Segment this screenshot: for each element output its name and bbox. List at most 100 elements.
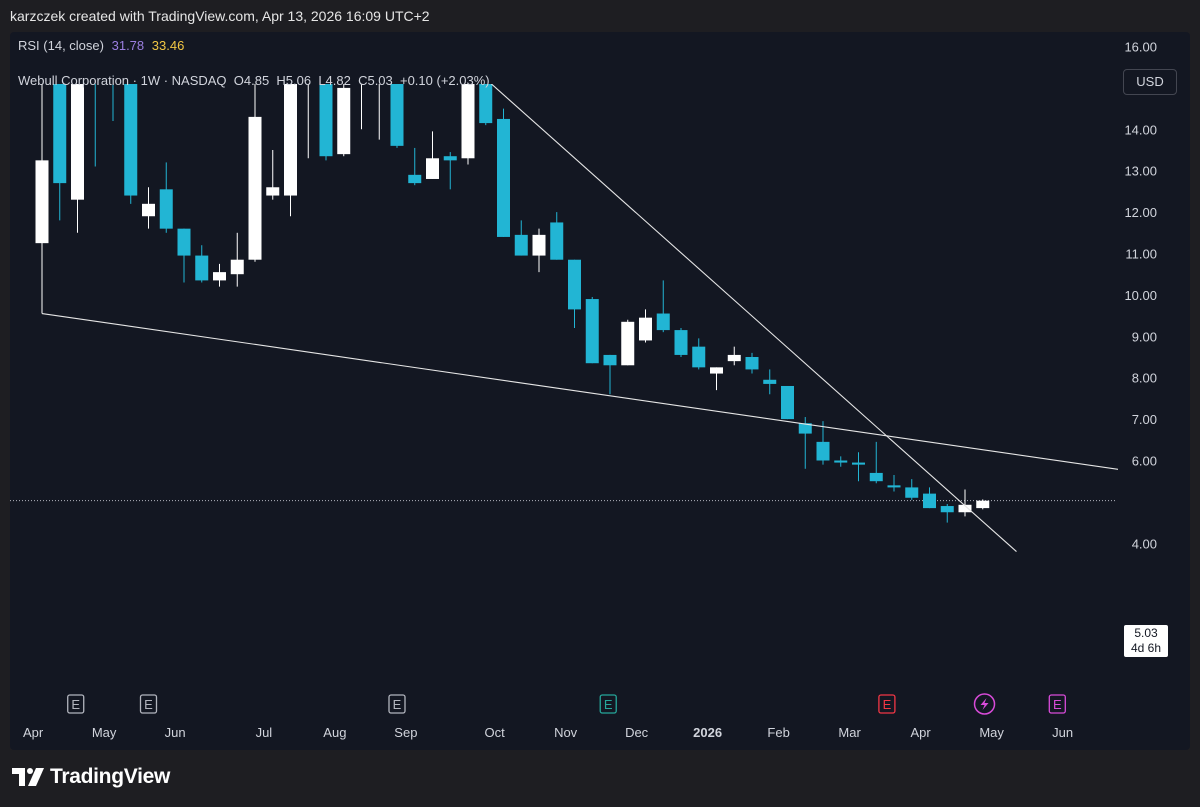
candle bbox=[887, 474, 901, 492]
candle bbox=[230, 232, 244, 287]
x-tick-label: Mar bbox=[838, 725, 861, 740]
x-tick-label: Apr bbox=[911, 725, 932, 740]
x-tick-label: May bbox=[92, 725, 117, 740]
candle-body bbox=[159, 189, 173, 229]
candle-body bbox=[319, 84, 333, 157]
x-tick-label: Jul bbox=[256, 725, 273, 740]
candle bbox=[195, 245, 209, 283]
candle bbox=[781, 385, 794, 420]
candle-body bbox=[532, 234, 546, 256]
candle-body bbox=[461, 84, 475, 159]
x-tick-label: 2026 bbox=[693, 725, 722, 740]
plot-area[interactable] bbox=[10, 32, 1128, 552]
tradingview-logo-icon bbox=[12, 768, 44, 786]
candle-body bbox=[656, 313, 670, 331]
candle bbox=[834, 456, 848, 467]
candle-body bbox=[248, 116, 262, 260]
candle bbox=[852, 452, 865, 482]
candle bbox=[816, 421, 830, 465]
candle bbox=[940, 503, 954, 523]
candle bbox=[319, 84, 333, 161]
candle-body bbox=[958, 504, 972, 513]
candle-body bbox=[497, 118, 510, 237]
header-title: karzczek created with TradingView.com, A… bbox=[10, 8, 430, 24]
x-tick-label: Feb bbox=[767, 725, 789, 740]
candle-body bbox=[621, 321, 635, 366]
candle-body bbox=[763, 379, 777, 384]
candle bbox=[603, 354, 617, 395]
candle-body bbox=[213, 272, 226, 281]
candle-body bbox=[177, 228, 191, 256]
candle bbox=[514, 220, 528, 256]
price-chart[interactable]: 17.0016.0015.0014.0013.0012.0011.0010.00… bbox=[10, 32, 1190, 750]
event-marker: E bbox=[139, 694, 158, 714]
candle-body bbox=[603, 354, 617, 366]
candle-body bbox=[284, 84, 297, 196]
tradingview-footer[interactable]: TradingView bbox=[12, 762, 170, 792]
x-tick-label: Jun bbox=[1052, 725, 1073, 740]
candle bbox=[905, 479, 919, 500]
y-tick-label: 4.00 bbox=[1132, 536, 1157, 551]
candle-body bbox=[390, 84, 404, 146]
earnings-icon: E bbox=[71, 697, 80, 712]
candle bbox=[585, 296, 599, 364]
candle-body bbox=[568, 259, 581, 310]
candle-body bbox=[266, 187, 280, 196]
candle bbox=[923, 487, 936, 509]
earnings-icon: E bbox=[1053, 697, 1062, 712]
candle bbox=[35, 84, 49, 314]
candle bbox=[550, 212, 564, 260]
x-tick-label: Apr bbox=[23, 725, 44, 740]
candle-body bbox=[692, 346, 706, 368]
x-tick-label: Jun bbox=[165, 725, 186, 740]
y-tick-label: 12.00 bbox=[1124, 205, 1157, 220]
candle bbox=[248, 84, 262, 262]
candle-body bbox=[585, 299, 599, 364]
candle-body bbox=[195, 255, 209, 281]
x-tick-label: Dec bbox=[625, 725, 649, 740]
candle-body bbox=[124, 84, 138, 196]
candle bbox=[798, 417, 812, 469]
x-tick-label: Oct bbox=[485, 725, 506, 740]
candle bbox=[532, 228, 546, 273]
event-marker: E bbox=[1048, 694, 1066, 714]
symbol-legend[interactable]: Webull Corporation · 1W · NASDAQ O4.85 H… bbox=[18, 73, 490, 88]
candle-body bbox=[852, 462, 865, 465]
y-tick-label: 7.00 bbox=[1132, 412, 1157, 427]
footer-brand: TradingView bbox=[50, 765, 171, 788]
y-tick-label: 8.00 bbox=[1132, 371, 1157, 386]
candle bbox=[674, 328, 688, 357]
lightning-icon bbox=[980, 698, 989, 710]
candle bbox=[71, 84, 84, 233]
event-marker: E bbox=[388, 694, 406, 714]
candle bbox=[266, 150, 280, 200]
candle bbox=[94, 84, 96, 167]
x-tick-label: Sep bbox=[394, 725, 417, 740]
candle-body bbox=[426, 158, 439, 179]
candle bbox=[763, 369, 777, 395]
candle-body bbox=[923, 493, 936, 509]
candle-body bbox=[976, 500, 990, 509]
candle-body bbox=[373, 34, 386, 75]
candle bbox=[656, 280, 670, 333]
candle bbox=[177, 228, 191, 283]
earnings-icon: E bbox=[144, 697, 153, 712]
event-box bbox=[67, 694, 85, 714]
candle bbox=[53, 84, 67, 221]
candle-body bbox=[940, 506, 954, 513]
header-bar: karzczek created with TradingView.com, A… bbox=[0, 0, 1200, 32]
trendline-lower-support bbox=[41, 312, 1118, 470]
candle-body bbox=[674, 330, 688, 355]
event-box bbox=[1048, 694, 1066, 714]
candle-body bbox=[834, 460, 848, 463]
currency-button[interactable]: USD bbox=[1123, 69, 1177, 95]
candle bbox=[361, 84, 362, 130]
earnings-icon: E bbox=[393, 697, 402, 712]
candle bbox=[727, 346, 741, 366]
y-tick-label: 9.00 bbox=[1132, 329, 1157, 344]
chart-panel[interactable]: 17.0016.0015.0014.0013.0012.0011.0010.00… bbox=[10, 32, 1190, 750]
candle-body bbox=[816, 441, 830, 461]
candle-body bbox=[337, 87, 351, 155]
rsi-legend[interactable]: RSI (14, close) 31.78 33.46 bbox=[18, 38, 184, 53]
bar-countdown: 4d 6h bbox=[1130, 641, 1162, 655]
